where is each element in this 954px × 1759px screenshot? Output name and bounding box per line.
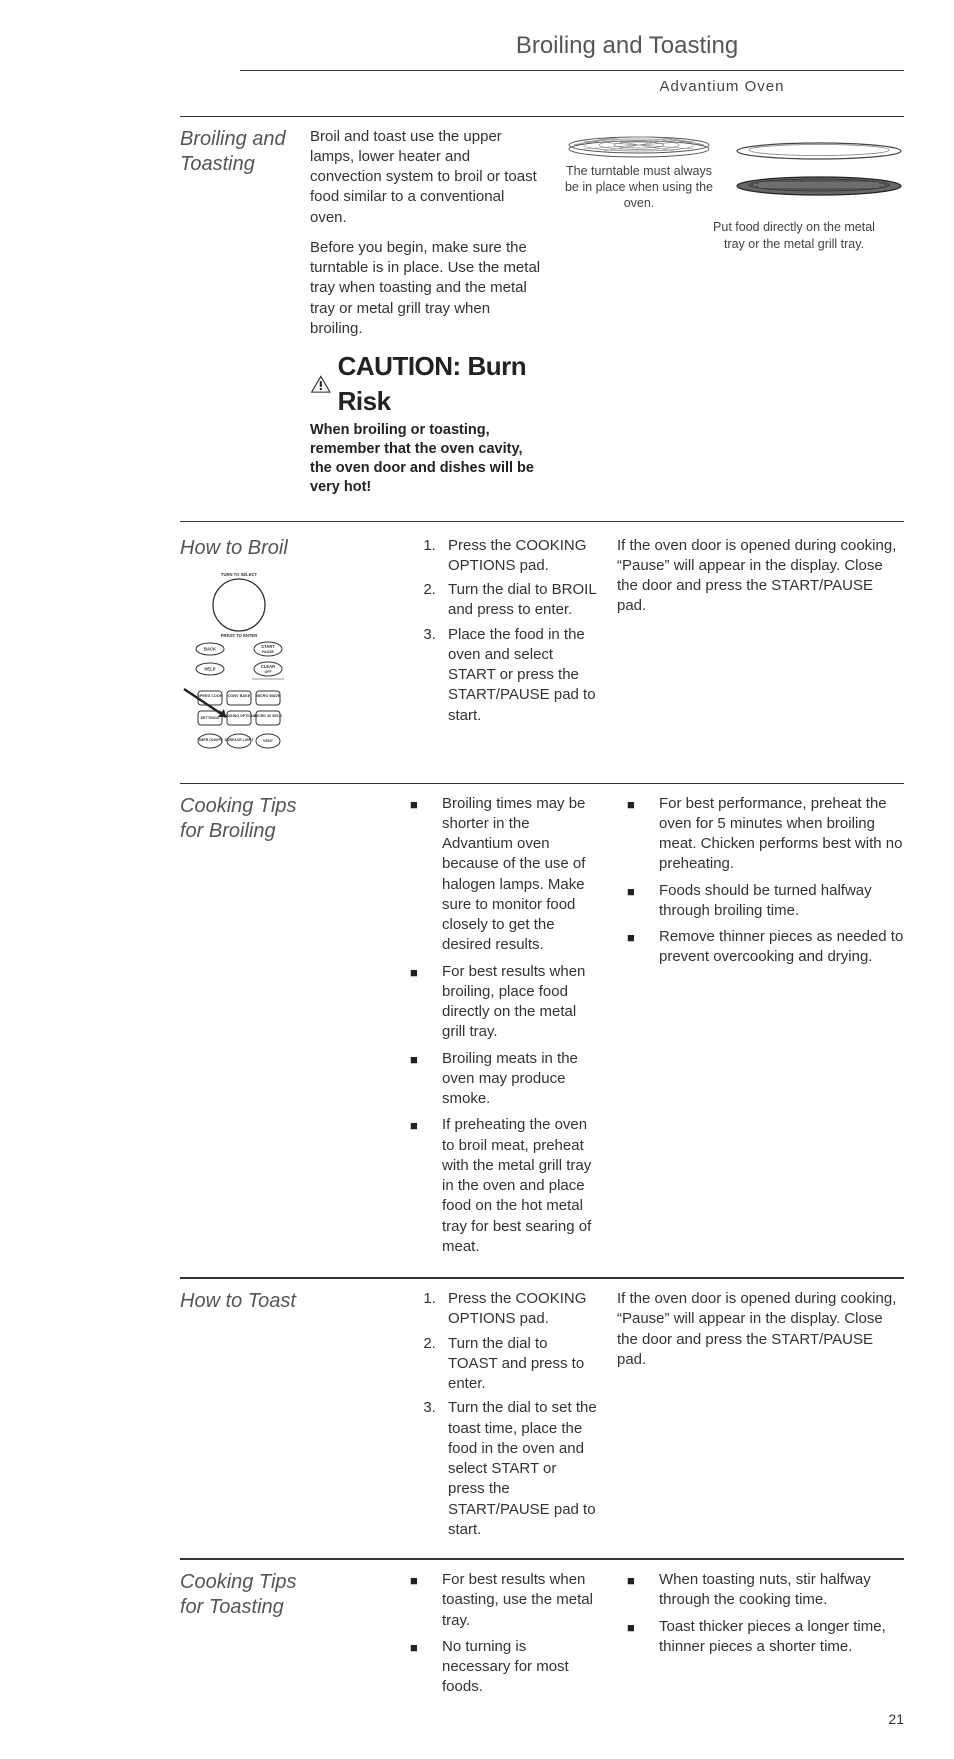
tips-broil-left: Broiling times may be shorter in the Adv… <box>310 794 597 1258</box>
broil-step-3: Place the food in the oven and select ST… <box>440 625 597 726</box>
intro-para2: Before you begin, make sure the turntabl… <box>310 238 544 339</box>
svg-text:COOKING OPTIONS: COOKING OPTIONS <box>222 714 257 718</box>
page-subtitle: Advantium Oven <box>540 77 904 97</box>
section-tips-broil: Cooking Tips for Broiling Broiling times… <box>180 783 904 1264</box>
section-tips-toast: Cooking Tips for Toasting For best resul… <box>180 1558 904 1704</box>
tip-broil-l3: Broiling meats in the oven may produce s… <box>410 1049 597 1110</box>
tray-caption: Put food directly on the metal tray or t… <box>704 219 884 252</box>
metal-tray-icon <box>734 140 904 162</box>
svg-text:CLEAR: CLEAR <box>261 664 275 669</box>
side-title-tips-toast: Cooking Tips for Toasting <box>180 1570 310 1704</box>
broil-step-1: Press the COOKING OPTIONS pad. <box>440 536 597 577</box>
svg-text:SETTINGS: SETTINGS <box>201 716 220 720</box>
wire-rack-icon <box>564 127 714 159</box>
svg-text:BACK: BACK <box>204 646 216 651</box>
tip-broil-r3: Remove thinner pieces as needed to preve… <box>627 927 904 968</box>
svg-text:START: START <box>261 644 275 649</box>
turntable-caption: The turntable must always be in place wh… <box>564 163 714 212</box>
caution-title: CAUTION: Burn Risk <box>338 349 544 419</box>
side-title-tips-broil: Cooking Tips for Broiling <box>180 794 310 1264</box>
broil-note: If the oven door is opened during cookin… <box>617 536 904 617</box>
svg-text:SPEED COOK: SPEED COOK <box>197 694 223 698</box>
toast-note: If the oven door is opened during cookin… <box>617 1289 904 1370</box>
side-title-intro: Broiling and Toasting <box>180 127 310 507</box>
svg-text:HELP: HELP <box>204 666 215 671</box>
tip-toast-r1: When toasting nuts, stir halfway through… <box>627 1570 904 1611</box>
tip-broil-l4: If preheating the oven to broil meat, pr… <box>410 1115 597 1257</box>
section-how-to-toast: How to Toast Press the COOKING OPTIONS p… <box>180 1277 904 1544</box>
tip-broil-r2: Foods should be turned halfway through b… <box>627 881 904 922</box>
tips-broil-right: For best performance, preheat the oven f… <box>617 794 904 968</box>
svg-text:OFF: OFF <box>265 670 273 674</box>
svg-text:PAUSE: PAUSE <box>262 650 274 654</box>
intro-para1: Broil and toast use the upper lamps, low… <box>310 127 544 228</box>
svg-text:PRESS TO ENTER: PRESS TO ENTER <box>221 633 257 638</box>
page-number: 21 <box>50 1710 904 1729</box>
svg-text:VENT: VENT <box>263 739 274 743</box>
side-title-broil-text: How to Broil <box>180 537 288 559</box>
side-title-broil: How to Broil TURN TO SELECT PRESS TO ENT… <box>180 536 310 769</box>
tip-toast-l1: For best results when toasting, use the … <box>410 1570 597 1631</box>
svg-text:MICRO WAVE: MICRO WAVE <box>256 694 281 698</box>
toast-steps: Press the COOKING OPTIONS pad. Turn the … <box>310 1289 597 1540</box>
page-subtitle-rule: Advantium Oven <box>240 70 904 97</box>
tip-toast-l2: No turning is necessary for most foods. <box>410 1637 597 1698</box>
svg-text:TIMER ON/OFF: TIMER ON/OFF <box>197 738 224 742</box>
warning-icon <box>310 373 332 395</box>
tip-toast-r2: Toast thicker pieces a longer time, thin… <box>627 1617 904 1658</box>
toast-step-2: Turn the dial to TOAST and press to ente… <box>440 1334 597 1395</box>
tip-broil-l1: Broiling times may be shorter in the Adv… <box>410 794 597 956</box>
broil-steps: Press the COOKING OPTIONS pad. Turn the … <box>310 536 597 726</box>
grill-tray-icon <box>734 174 904 198</box>
svg-text:CONV BAKE: CONV BAKE <box>228 694 251 698</box>
tip-broil-l2: For best results when broiling, place fo… <box>410 962 597 1043</box>
tips-toast-left: For best results when toasting, use the … <box>310 1570 597 1698</box>
side-title-toast: How to Toast <box>180 1289 310 1544</box>
svg-text:SURFACE LIGHT: SURFACE LIGHT <box>225 738 255 742</box>
section-intro: Broiling and Toasting Broil and toast us… <box>180 116 904 507</box>
toast-step-3: Turn the dial to set the toast time, pla… <box>440 1398 597 1540</box>
svg-text:MICRO 30 SECS: MICRO 30 SECS <box>254 714 282 718</box>
toast-step-1: Press the COOKING OPTIONS pad. <box>440 1289 597 1330</box>
tip-broil-r1: For best performance, preheat the oven f… <box>627 794 904 875</box>
control-panel-icon: TURN TO SELECT PRESS TO ENTER BACK START… <box>180 569 298 769</box>
tips-toast-right: When toasting nuts, stir halfway through… <box>617 1570 904 1657</box>
svg-text:TURN TO SELECT: TURN TO SELECT <box>221 572 258 577</box>
section-how-to-broil: How to Broil TURN TO SELECT PRESS TO ENT… <box>180 521 904 769</box>
caution-text: When broiling or toasting, remember that… <box>310 421 544 496</box>
page-title: Broiling and Toasting <box>350 30 904 62</box>
broil-step-2: Turn the dial to BROIL and press to ente… <box>440 580 597 621</box>
